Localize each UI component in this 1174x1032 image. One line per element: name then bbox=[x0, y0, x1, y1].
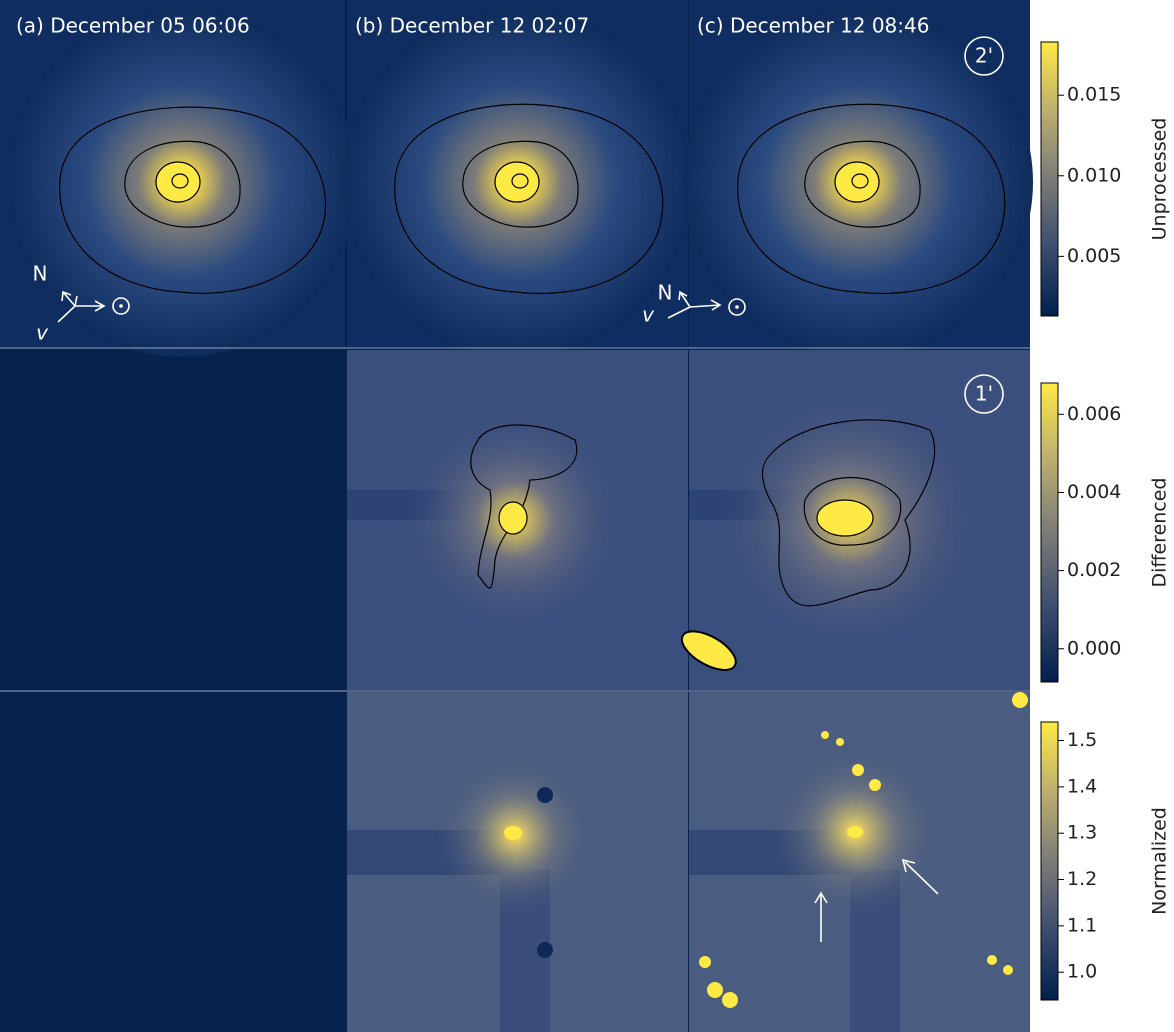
panel-b-unprocessed bbox=[343, 0, 693, 357]
colorbar-tick-label: 0.004 bbox=[1067, 481, 1121, 503]
panel-b-differenced bbox=[347, 350, 688, 690]
colorbar-tick-label: 1.4 bbox=[1067, 775, 1097, 797]
colorbar-tick-label: 0.006 bbox=[1067, 403, 1121, 425]
north-label: N bbox=[33, 262, 48, 286]
velocity-label: v bbox=[642, 303, 655, 327]
panel-label: (a) December 05 06:06 bbox=[16, 14, 250, 38]
panel-c-differenced bbox=[680, 350, 1030, 690]
scale-label: 2' bbox=[975, 44, 993, 68]
panel-b-normalized bbox=[347, 692, 688, 1032]
colorbar bbox=[1040, 382, 1059, 683]
panel-label: (b) December 12 02:07 bbox=[355, 14, 589, 38]
colorbar-tick-label: 1.0 bbox=[1067, 961, 1097, 983]
scale-label: 1' bbox=[975, 382, 993, 406]
velocity-label: v bbox=[36, 321, 49, 345]
colorbar-label: Normalized bbox=[1149, 807, 1171, 915]
colorbar-tick-label: 1.5 bbox=[1067, 729, 1097, 751]
north-label: N bbox=[658, 281, 673, 305]
compass-c bbox=[667, 290, 746, 319]
image-grid: (a) December 05 06:06 (b) December 12 02… bbox=[0, 0, 1033, 1032]
colorbar-tick-label: 1.1 bbox=[1067, 914, 1097, 936]
scale-circle bbox=[964, 36, 1004, 76]
panel-c-unprocessed bbox=[683, 0, 1033, 357]
colorbar-tick-label: 0.000 bbox=[1067, 637, 1121, 659]
scale-circle bbox=[964, 374, 1004, 414]
colorbar-tick-label: 1.2 bbox=[1067, 868, 1097, 890]
colorbar-tick-label: 1.3 bbox=[1067, 822, 1097, 844]
panel-a-unprocessed bbox=[0, 0, 357, 357]
colorbar bbox=[1040, 41, 1059, 317]
panel-label: (c) December 12 08:46 bbox=[697, 14, 929, 38]
colorbar-tick-label: 0.015 bbox=[1067, 84, 1121, 106]
colorbar-label: Unprocessed bbox=[1149, 118, 1171, 241]
panel-c-normalized bbox=[689, 692, 1030, 1032]
colorbar-tick-label: 0.010 bbox=[1067, 164, 1121, 186]
compass-a bbox=[57, 290, 130, 323]
colorbar bbox=[1040, 721, 1059, 1001]
colorbar-tick-label: 0.002 bbox=[1067, 559, 1121, 581]
colorbar-tick-label: 0.005 bbox=[1067, 245, 1121, 267]
colorbar-label: Differenced bbox=[1149, 477, 1171, 587]
